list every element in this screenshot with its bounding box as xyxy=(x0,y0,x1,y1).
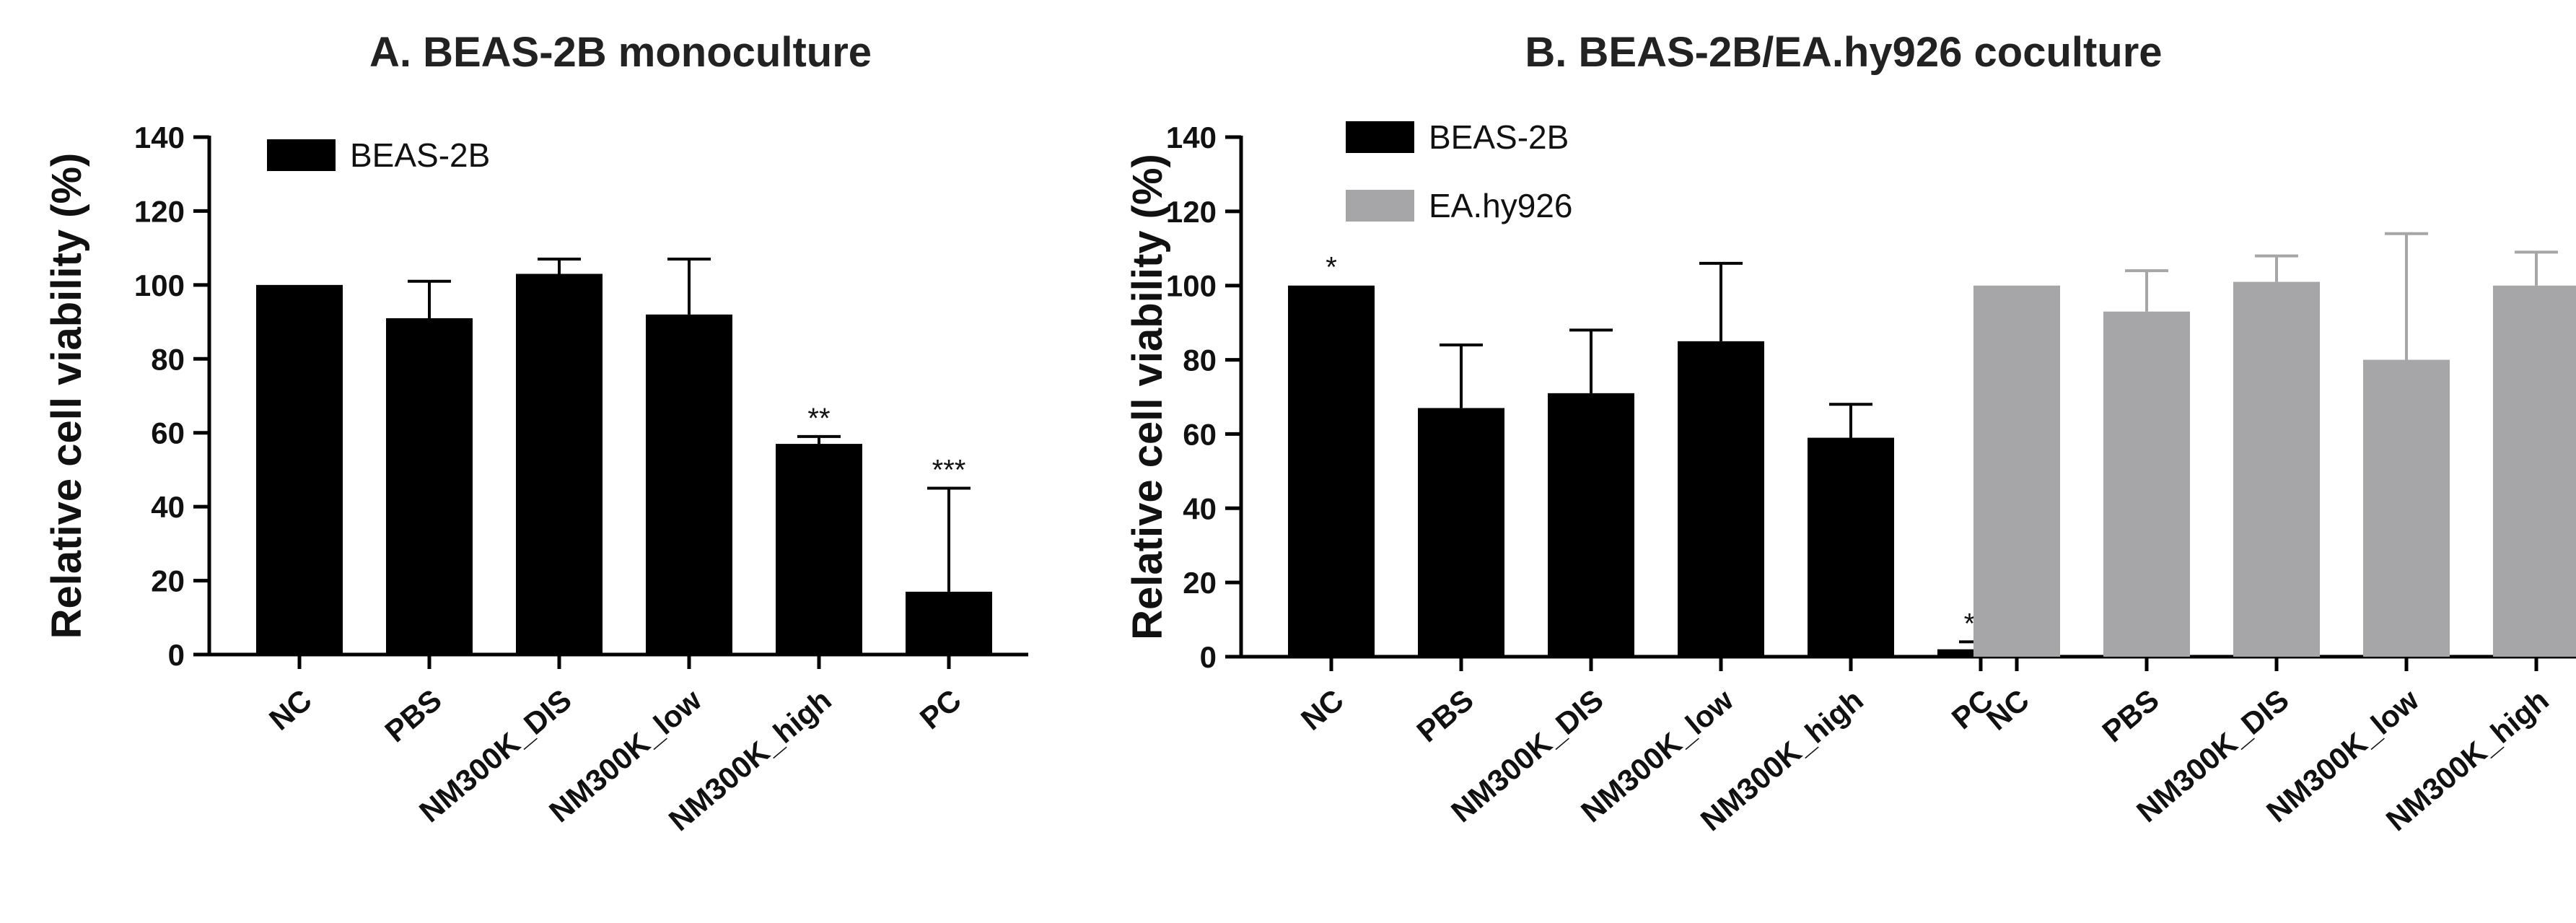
bar-ea-hy926-pbs xyxy=(2103,311,2190,657)
y-axis-label: Relative cell viability (%) xyxy=(43,153,90,639)
legend-label: BEAS-2B xyxy=(350,136,490,174)
y-tick-label: 100 xyxy=(1166,269,1217,303)
significance-marker: *** xyxy=(932,455,966,486)
y-tick-label: 60 xyxy=(151,416,185,450)
chart-panel-a: A. BEAS-2B monoculture Relative cell viab… xyxy=(43,29,1028,837)
y-tick-label: 60 xyxy=(1183,417,1217,451)
bar-beas-2b-pbs xyxy=(386,318,473,655)
bar-ea-hy926-nm300k-dis xyxy=(2233,281,2320,657)
bar-beas-2b-pbs xyxy=(1418,408,1504,657)
y-tick-label: 20 xyxy=(1183,566,1217,600)
y-tick-label: 100 xyxy=(134,268,185,302)
bar-beas-2b-nc xyxy=(1288,285,1375,657)
y-tick-label: 140 xyxy=(1166,121,1217,154)
x-tick-label: NC xyxy=(1980,683,2036,737)
bar-beas-2b-nm300k-high xyxy=(1808,437,1894,657)
bar-ea-hy926-nc xyxy=(1973,285,2060,657)
chart-panel-b: B. BEAS-2B/EA.hy926 coculture Relative ce… xyxy=(1124,29,2576,837)
significance-marker: * xyxy=(1326,252,1337,284)
legend-swatch xyxy=(1346,121,1414,153)
x-tick-label: PBS xyxy=(2095,683,2165,749)
y-tick-label: 40 xyxy=(151,490,185,524)
y-tick-label: 80 xyxy=(151,342,185,376)
x-tick-label: PBS xyxy=(378,683,447,749)
bar-beas-2b-nm300k-low xyxy=(646,314,732,655)
legend-label: EA.hy926 xyxy=(1429,187,1572,224)
y-axis-label: Relative cell viability (%) xyxy=(1124,154,1171,640)
bar-ea-hy926-nm300k-high xyxy=(2493,285,2576,657)
chart-title: B. BEAS-2B/EA.hy926 coculture xyxy=(1525,29,2162,76)
bar-beas-2b-nm300k-dis xyxy=(1548,393,1634,657)
bar-beas-2b-pc xyxy=(906,591,992,655)
bar-beas-2b-nm300k-high xyxy=(776,444,862,655)
legend-swatch xyxy=(1346,190,1414,222)
x-tick-label: NC xyxy=(263,683,318,737)
y-tick-label: 20 xyxy=(151,564,185,598)
x-tick-label: PBS xyxy=(1410,683,1479,749)
x-tick-label: NC xyxy=(1294,683,1350,737)
legend-swatch xyxy=(267,139,336,171)
bar-beas-2b-nm300k-dis xyxy=(516,274,603,655)
y-tick-label: 0 xyxy=(1200,640,1217,674)
legend-label: BEAS-2B xyxy=(1429,118,1569,156)
bar-beas-2b-nm300k-low xyxy=(1678,341,1764,657)
y-tick-label: 80 xyxy=(1183,344,1217,377)
y-tick-label: 140 xyxy=(134,121,185,154)
significance-marker: ** xyxy=(807,403,830,434)
chart-title: A. BEAS-2B monoculture xyxy=(369,29,872,76)
y-tick-label: 120 xyxy=(1166,195,1217,229)
bar-ea-hy926-nm300k-low xyxy=(2363,359,2450,657)
y-tick-label: 120 xyxy=(134,194,185,228)
y-tick-label: 40 xyxy=(1183,491,1217,525)
x-tick-label: PC xyxy=(914,683,968,736)
bar-beas-2b-nc xyxy=(256,284,343,655)
y-tick-label: 0 xyxy=(168,638,185,672)
